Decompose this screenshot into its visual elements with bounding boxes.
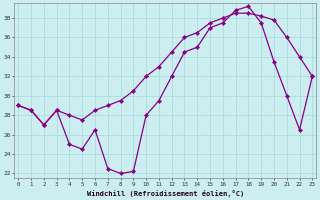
X-axis label: Windchill (Refroidissement éolien,°C): Windchill (Refroidissement éolien,°C): [87, 190, 244, 197]
